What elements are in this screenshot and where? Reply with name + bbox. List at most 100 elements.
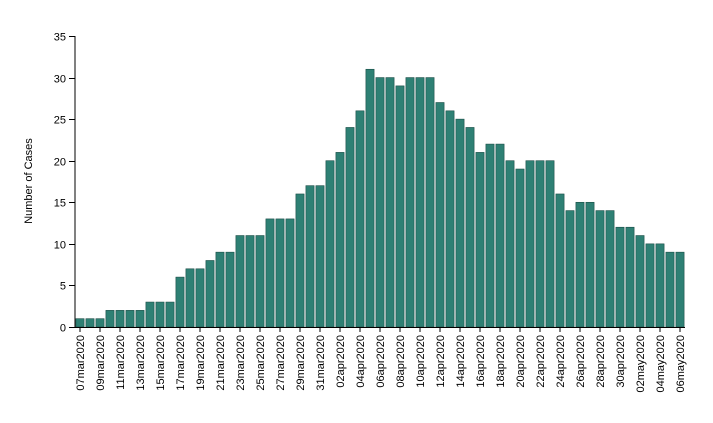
y-tick-label-10: 10 <box>54 240 66 252</box>
bar-24apr2020 <box>555 193 565 328</box>
bar-08mar2020 <box>85 318 95 328</box>
bar-18mar2020 <box>185 268 195 328</box>
bars-group <box>75 68 685 328</box>
x-tick-label-09mar2020: 09mar2020 <box>95 335 107 391</box>
x-tick-label-04may2020: 04may2020 <box>655 335 667 393</box>
x-tick-label-17mar2020: 17mar2020 <box>175 335 187 391</box>
y-tick-label-15: 15 <box>54 198 66 210</box>
x-tick-label-25mar2020: 25mar2020 <box>255 335 267 391</box>
bar-14mar2020 <box>145 301 155 328</box>
x-tick-label-31mar2020: 31mar2020 <box>315 335 327 391</box>
x-tick-label-10apr2020: 10apr2020 <box>415 335 427 388</box>
y-tick-label-35: 35 <box>54 32 66 44</box>
bar-07apr2020 <box>385 77 395 328</box>
bar-03apr2020 <box>345 127 355 328</box>
bar-30mar2020 <box>305 185 315 328</box>
bar-26mar2020 <box>265 218 275 328</box>
bar-19apr2020 <box>505 160 515 328</box>
bar-12mar2020 <box>125 310 135 328</box>
x-tick-label-16apr2020: 16apr2020 <box>475 335 487 388</box>
y-axis: 0 5 10 15 20 25 30 35 <box>54 32 76 335</box>
x-tick-label-15mar2020: 15mar2020 <box>155 335 167 391</box>
bar-16mar2020 <box>165 301 175 328</box>
bar-05may2020 <box>665 251 675 328</box>
bar-01apr2020 <box>325 160 335 328</box>
bar-13mar2020 <box>135 310 145 328</box>
bar-31mar2020 <box>315 185 325 328</box>
bar-02may2020 <box>635 235 645 328</box>
bar-05apr2020 <box>365 68 375 328</box>
bar-30apr2020 <box>615 226 625 328</box>
x-tick-label-18apr2020: 18apr2020 <box>495 335 507 388</box>
x-tick-label-04apr2020: 04apr2020 <box>355 335 367 388</box>
bar-26apr2020 <box>575 201 585 328</box>
bar-07mar2020 <box>75 318 85 328</box>
bar-29apr2020 <box>605 210 615 328</box>
bar-22mar2020 <box>225 251 235 328</box>
bar-09apr2020 <box>405 77 415 328</box>
bar-17apr2020 <box>485 143 495 328</box>
bar-25apr2020 <box>565 210 575 328</box>
x-tick-label-20apr2020: 20apr2020 <box>515 335 527 388</box>
x-tick-label-26apr2020: 26apr2020 <box>575 335 587 388</box>
bar-24mar2020 <box>245 235 255 328</box>
bar-22apr2020 <box>535 160 545 328</box>
bar-16apr2020 <box>475 152 485 328</box>
x-tick-label-07mar2020: 07mar2020 <box>75 335 87 391</box>
x-tick-label-22apr2020: 22apr2020 <box>535 335 547 388</box>
y-tick-label-5: 5 <box>60 281 66 293</box>
x-tick-label-23mar2020: 23mar2020 <box>235 335 247 391</box>
bar-21mar2020 <box>215 251 225 328</box>
bar-13apr2020 <box>445 110 455 328</box>
y-tick-label-20: 20 <box>54 157 66 169</box>
bar-23mar2020 <box>235 235 245 328</box>
bar-06apr2020 <box>375 77 385 328</box>
bar-02apr2020 <box>335 152 345 328</box>
y-tick-label-25: 25 <box>54 115 66 127</box>
bar-28apr2020 <box>595 210 605 328</box>
bar-27mar2020 <box>275 218 285 328</box>
x-tick-label-30apr2020: 30apr2020 <box>615 335 627 388</box>
bar-23apr2020 <box>545 160 555 328</box>
x-tick-label-14apr2020: 14apr2020 <box>455 335 467 388</box>
bar-15mar2020 <box>155 301 165 328</box>
bar-18apr2020 <box>495 143 505 328</box>
bar-10mar2020 <box>105 310 115 328</box>
x-tick-label-27mar2020: 27mar2020 <box>275 335 287 391</box>
x-tick-label-24apr2020: 24apr2020 <box>555 335 567 388</box>
x-tick-label-12apr2020: 12apr2020 <box>435 335 447 388</box>
bar-20mar2020 <box>205 260 215 328</box>
y-tick-label-0: 0 <box>60 323 66 335</box>
bar-11apr2020 <box>425 77 435 328</box>
x-tick-label-06apr2020: 06apr2020 <box>375 335 387 388</box>
bar-14apr2020 <box>455 118 465 328</box>
x-tick-label-29mar2020: 29mar2020 <box>295 335 307 391</box>
x-tick-label-02apr2020: 02apr2020 <box>335 335 347 388</box>
bar-09mar2020 <box>95 318 105 328</box>
bar-20apr2020 <box>515 168 525 328</box>
bar-17mar2020 <box>175 276 185 328</box>
bar-15apr2020 <box>465 127 475 328</box>
bar-06may2020 <box>675 251 685 328</box>
x-tick-label-21mar2020: 21mar2020 <box>215 335 227 391</box>
bar-04apr2020 <box>355 110 365 328</box>
x-tick-label-28apr2020: 28apr2020 <box>595 335 607 388</box>
x-tick-label-11mar2020: 11mar2020 <box>115 335 127 390</box>
x-tick-label-02may2020: 02may2020 <box>635 335 647 393</box>
bar-11mar2020 <box>115 310 125 328</box>
bar-01may2020 <box>625 226 635 328</box>
bar-29mar2020 <box>295 193 305 328</box>
bar-19mar2020 <box>195 268 205 328</box>
bar-10apr2020 <box>415 77 425 328</box>
x-tick-label-06may2020: 06may2020 <box>675 335 687 393</box>
x-tick-label-08apr2020: 08apr2020 <box>395 335 407 388</box>
x-tick-label-13mar2020: 13mar2020 <box>135 335 147 391</box>
bar-04may2020 <box>655 243 665 328</box>
bar-28mar2020 <box>285 218 295 328</box>
bar-08apr2020 <box>395 85 405 328</box>
bar-25mar2020 <box>255 235 265 328</box>
bar-27apr2020 <box>585 201 595 328</box>
x-axis: 07mar2020 09mar2020 11mar2020 13mar2020 15ma… <box>75 327 687 393</box>
x-tick-label-19mar2020: 19mar2020 <box>195 335 207 391</box>
